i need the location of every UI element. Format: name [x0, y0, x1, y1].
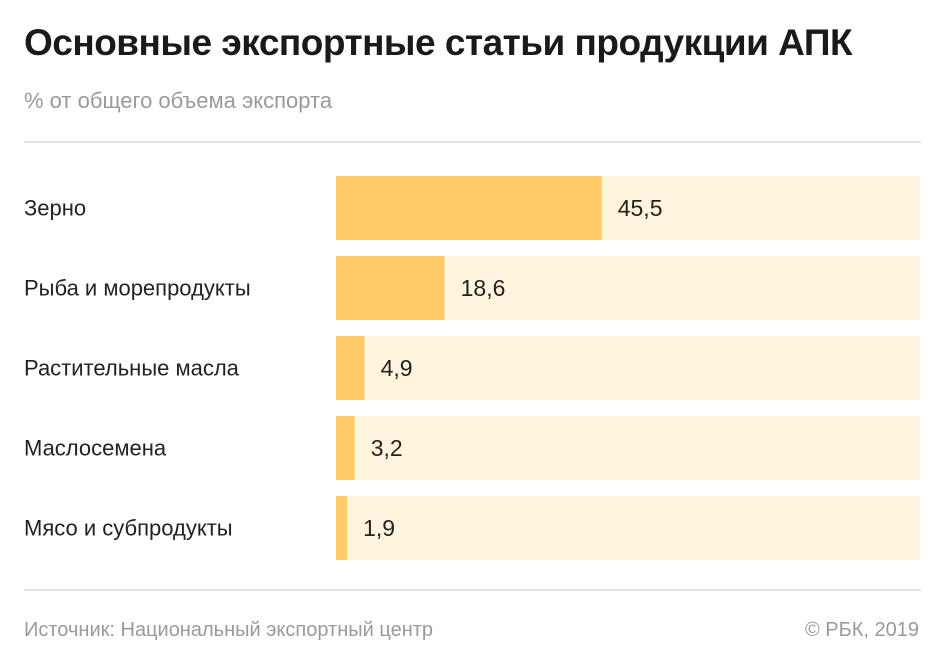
chart-subtitle: % от общего объема экспорта	[24, 88, 333, 113]
source-note: Источник: Национальный экспортный центр	[24, 619, 434, 641]
copyright-note: © РБК, 2019	[804, 619, 919, 641]
category-label: Маслосемена	[24, 436, 167, 461]
top-divider	[24, 141, 921, 143]
bar	[336, 416, 355, 480]
bar-track	[336, 416, 920, 480]
bottom-divider	[24, 589, 921, 591]
bar	[336, 256, 445, 320]
chart-title: Основные экспортные статьи продукции АПК	[24, 22, 853, 63]
category-label: Рыба и морепродукты	[24, 276, 251, 301]
value-label: 18,6	[461, 275, 506, 301]
bar	[336, 336, 365, 400]
category-label: Зерно	[24, 196, 86, 221]
category-label: Растительные масла	[24, 356, 240, 381]
bar	[336, 496, 348, 560]
category-label: Мясо и субпродукты	[24, 516, 233, 541]
bar-track	[336, 336, 920, 400]
value-label: 45,5	[618, 195, 663, 221]
bar	[336, 176, 602, 240]
value-label: 3,2	[371, 435, 403, 461]
bar-track	[336, 496, 920, 560]
value-label: 1,9	[363, 515, 395, 541]
value-label: 4,9	[381, 355, 413, 381]
